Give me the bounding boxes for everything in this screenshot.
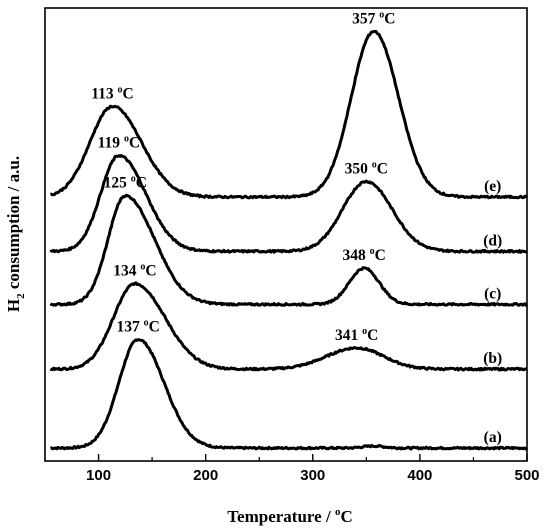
x-tick-label: 100 (86, 467, 111, 484)
x-tick-label: 300 (300, 467, 325, 484)
peak-annotations: 137 oC 134 oC 341 oC 125 oC 348 oC 119 oC 350 … (91, 9, 395, 344)
series-label: (b) (483, 350, 502, 367)
peak-label: 348 oC (343, 246, 386, 264)
x-tick-label: 400 (407, 467, 432, 484)
peak-label: 357 oC (352, 9, 395, 27)
series-label: (c) (484, 285, 501, 302)
series-curves (49, 29, 529, 451)
series-line-2 (49, 193, 529, 307)
series-label: (e) (484, 178, 501, 195)
series-label: (d) (483, 232, 502, 249)
series-line-4 (49, 29, 529, 200)
series-label: (a) (484, 429, 502, 446)
x-tick-label: 200 (193, 467, 218, 484)
x-axis-label: Temperature / oC (227, 506, 352, 526)
x-axis-ticks: 100 200 300 400 500 (44, 454, 540, 484)
peak-label: 125 oC (104, 174, 147, 192)
peak-label: 119 oC (98, 134, 140, 152)
peak-label: 341 oC (335, 326, 378, 344)
series-labels: (a) (b) (c) (d) (e) (483, 178, 502, 446)
plot-frame (44, 7, 528, 462)
series-line-3 (49, 154, 528, 254)
peak-label: 350 oC (345, 159, 388, 177)
series-line-1 (49, 281, 528, 372)
peak-label: 137 oC (117, 317, 160, 335)
peak-label: 134 oC (113, 262, 156, 280)
peak-label: 113 oC (91, 84, 133, 102)
x-tick-label: 500 (514, 467, 539, 484)
y-axis-label: H2 consumption / a.u. (4, 156, 27, 312)
series-line-0 (49, 338, 529, 451)
